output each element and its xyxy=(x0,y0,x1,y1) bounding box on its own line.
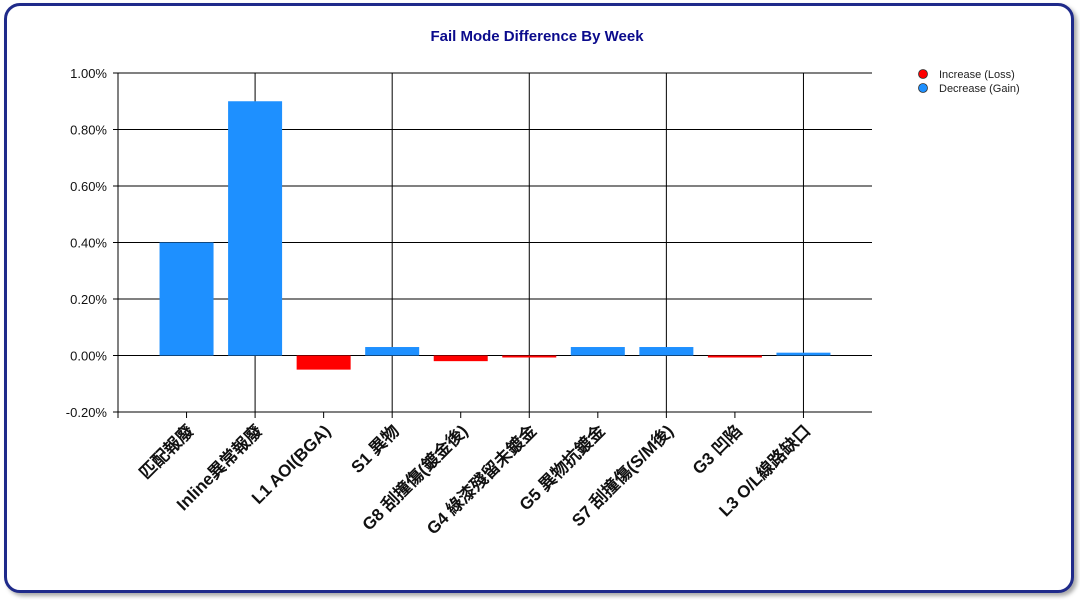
legend-marker xyxy=(918,69,928,79)
bar xyxy=(365,347,420,356)
y-tick-label: 0.60% xyxy=(70,179,107,194)
bar xyxy=(296,355,351,370)
y-tick-labels: 1.00% 0.80% 0.60% 0.40% 0.20% 0.00% -0.20% xyxy=(66,66,108,420)
bar xyxy=(776,352,831,356)
y-tick-label: 0.20% xyxy=(70,292,107,307)
bar xyxy=(502,355,557,358)
bar xyxy=(639,347,694,356)
legend: Increase (Loss) Decrease (Gain) xyxy=(918,69,1020,95)
legend-label: Increase (Loss) xyxy=(939,69,1015,81)
bar xyxy=(570,347,625,356)
bar xyxy=(159,242,214,356)
x-tick-label: S1 異物 xyxy=(347,421,403,477)
bars xyxy=(159,101,831,370)
y-tick-label: 0.40% xyxy=(70,236,107,251)
x-tick-label: G4 綠漆殘留未鍍金 xyxy=(422,420,540,538)
axes xyxy=(113,72,872,418)
legend-label: Decrease (Gain) xyxy=(939,83,1020,95)
bar xyxy=(433,355,488,362)
chart-title: Fail Mode Difference By Week xyxy=(430,28,644,45)
bar xyxy=(707,355,762,358)
y-tick-label: -0.20% xyxy=(66,405,108,420)
bar xyxy=(228,101,283,356)
y-tick-label: 1.00% xyxy=(70,66,107,81)
y-tick-label: 0.80% xyxy=(70,123,107,138)
x-tick-label: 匹配報廢 xyxy=(135,420,198,483)
y-tick-label: 0.00% xyxy=(70,349,107,364)
x-tick-label: G3 凹陷 xyxy=(688,421,746,479)
legend-marker xyxy=(918,83,928,93)
